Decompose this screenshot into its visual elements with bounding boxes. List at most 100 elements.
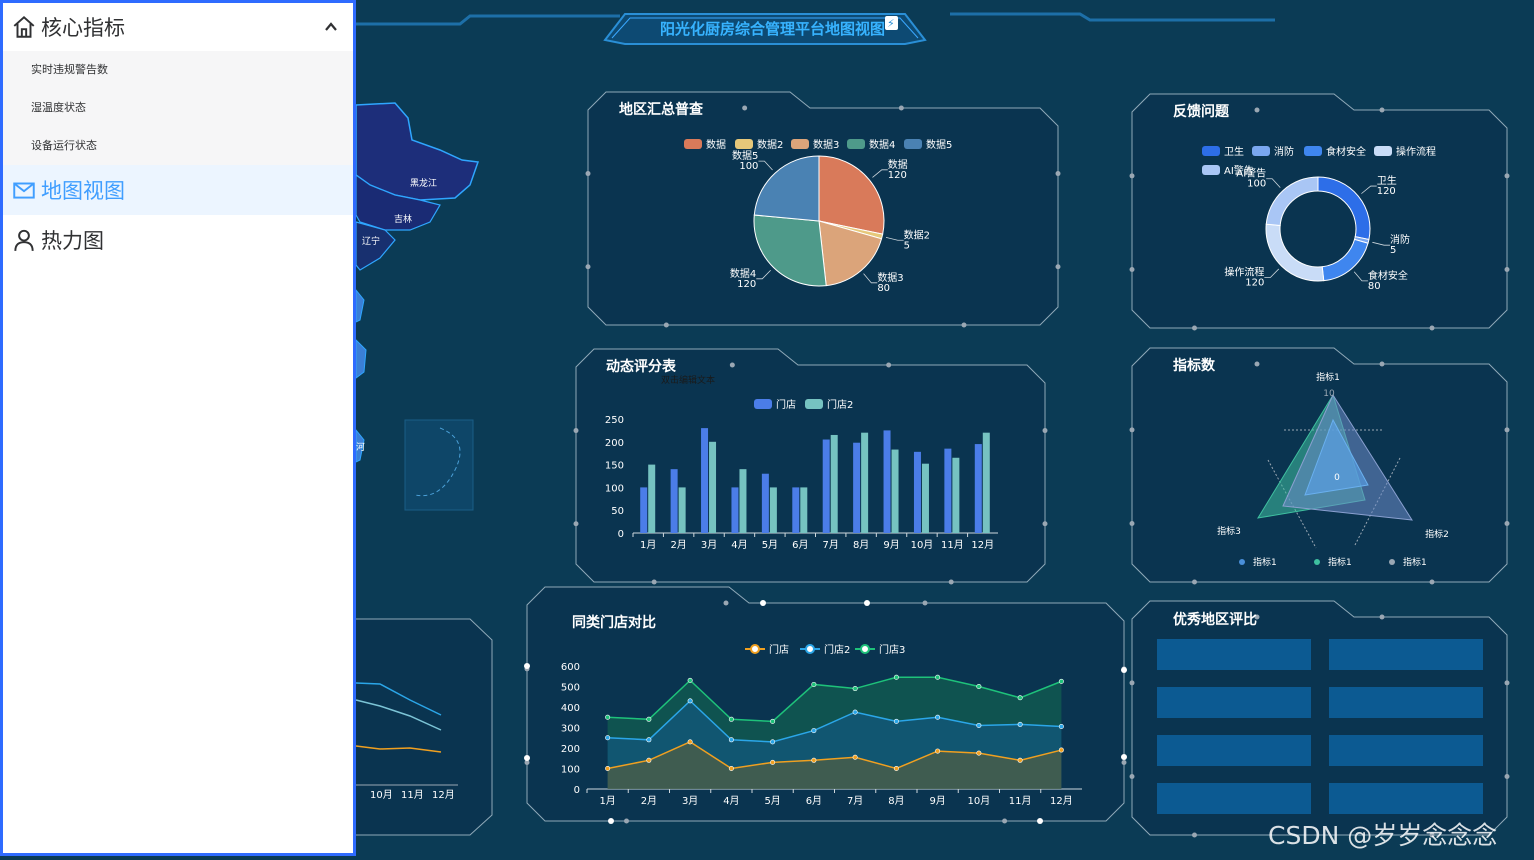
- radar-panel-frame-dot: [1504, 521, 1510, 526]
- point-门店3: [687, 677, 693, 683]
- lines-panel-frame-dot: [1121, 760, 1127, 765]
- bars-panel-frame-dot: [1042, 521, 1048, 527]
- slice-value: 120: [1245, 278, 1264, 289]
- bar-门店: [944, 448, 952, 533]
- submenu-item-violation-alerts[interactable]: 实时违规警告数: [31, 63, 108, 76]
- region-tile: [1329, 639, 1483, 670]
- radar-grid: [1267, 459, 1317, 549]
- bar-门店: [822, 439, 830, 533]
- line-chart: 0 100 200 300 400 500 600 1月 2月 3月 4月 5月 6月 7月 8月 9月 10月…: [561, 643, 1082, 807]
- point-门店: [935, 748, 941, 754]
- menu-item-map-view[interactable]: 地图视图: [3, 165, 353, 215]
- x-tick: 9月: [883, 539, 899, 551]
- excellent-tiles: [1157, 639, 1483, 814]
- x-tick: 5月: [762, 539, 778, 551]
- map-jilin[interactable]: [355, 173, 441, 231]
- menu-item-label: 地图视图: [41, 179, 125, 203]
- left-series-b: [355, 699, 442, 731]
- bar-门店2: [830, 434, 838, 533]
- point-门店2: [728, 737, 734, 743]
- left-tick-11: 11月: [401, 789, 424, 801]
- bar-门店: [913, 451, 921, 533]
- header-badge-icon[interactable]: [885, 16, 898, 30]
- slice-value: 5: [1390, 245, 1396, 256]
- submenu: 实时违规警告数 湿温度状态 设备运行状态: [3, 51, 353, 165]
- legend-label: 消防: [1274, 145, 1294, 158]
- lines-frame-dot: [760, 600, 766, 606]
- feedback-panel-frame-dot: [1254, 107, 1260, 113]
- bar-门店: [883, 430, 891, 533]
- point-门店3: [976, 683, 982, 689]
- x-tick: 8月: [853, 539, 869, 551]
- legend-dot: [1389, 559, 1395, 565]
- left-series-a: [355, 682, 442, 716]
- feedback-panel-frame: [1131, 93, 1508, 329]
- legend-label: 数据3: [813, 138, 839, 151]
- bars-panel-frame-dot: [886, 362, 892, 368]
- y-tick: 300: [561, 724, 580, 735]
- slice-label: AI警告: [1236, 167, 1266, 180]
- excellent-panel-frame-dot: [1504, 680, 1510, 686]
- lines-panel-frame-dot: [524, 760, 530, 765]
- slice-value: 120: [737, 279, 756, 290]
- bar-门店2: [861, 432, 869, 533]
- legend-swatch: [754, 399, 772, 409]
- chevron-up-icon[interactable]: [323, 19, 339, 35]
- point-门店3: [1017, 695, 1023, 701]
- radar-panel-frame-dot: [1429, 579, 1435, 585]
- legend-label: 指标1: [1253, 556, 1277, 568]
- menu-group-core-metrics[interactable]: 核心指标: [3, 3, 353, 51]
- slice-label: 数据: [888, 158, 908, 171]
- slice-value: 100: [1247, 179, 1266, 190]
- region-tile: [1329, 687, 1483, 718]
- x-tick: 12月: [971, 539, 994, 551]
- slice-value: 120: [1377, 186, 1396, 197]
- home-icon: [13, 15, 35, 38]
- map-label-heilongjiang: 黑龙江: [410, 177, 437, 189]
- lines-panel-title: 同类门店对比: [572, 614, 656, 631]
- left-tick-10: 10月: [370, 789, 393, 801]
- point-门店: [811, 757, 817, 763]
- map-label-he: 河: [356, 441, 365, 453]
- map[interactable]: 黑龙江 吉林 辽宁 河: [355, 102, 480, 511]
- bars-edit-hint[interactable]: 双击编辑文本: [661, 374, 715, 386]
- map-liaoning[interactable]: [355, 221, 396, 271]
- y-tick: 0: [618, 529, 624, 540]
- radar-indicator: 指标3: [1217, 525, 1241, 537]
- region-tile: [1157, 735, 1311, 766]
- label-line: [1361, 185, 1377, 194]
- lines-panel-frame-dot: [922, 600, 928, 606]
- point-门店3: [728, 716, 734, 722]
- bar-门店: [701, 428, 709, 533]
- pie-panel-frame-dot: [663, 322, 669, 328]
- point-门店: [1058, 747, 1064, 753]
- map-coast[interactable]: [355, 288, 367, 463]
- point-门店2: [1017, 721, 1023, 727]
- bar-门店: [853, 442, 861, 533]
- pie-panel-frame-dot: [585, 171, 591, 177]
- legend-swatch: [847, 139, 865, 149]
- y-tick: 100: [605, 483, 624, 494]
- slice-label: 数据2: [904, 228, 930, 241]
- lines-frame-dot: [524, 755, 530, 761]
- map-inset-dash: [414, 427, 461, 497]
- bar-门店2: [678, 487, 686, 533]
- submenu-item-temp-humidity[interactable]: 湿温度状态: [31, 101, 86, 114]
- label-line: [1266, 178, 1281, 188]
- header: 阳光化厨房综合管理平台地图视图 ⚡: [356, 12, 1275, 45]
- bars-panel-frame-dot: [1042, 428, 1048, 434]
- y-tick: 0: [574, 785, 580, 796]
- slice-label: 食材安全: [1368, 269, 1408, 282]
- legend-label: 门店2: [824, 643, 850, 656]
- point-门店2: [852, 709, 858, 715]
- menu-item-heatmap[interactable]: 热力图: [3, 215, 353, 265]
- point-门店3: [770, 718, 776, 724]
- label-line: [863, 273, 878, 284]
- legend-dot: [1314, 559, 1320, 565]
- point-门店2: [770, 739, 776, 745]
- line-门店2: [607, 699, 1062, 743]
- submenu-item-device-status[interactable]: 设备运行状态: [31, 139, 97, 152]
- x-tick: 7月: [847, 795, 863, 807]
- lines-frame-dot: [864, 600, 870, 606]
